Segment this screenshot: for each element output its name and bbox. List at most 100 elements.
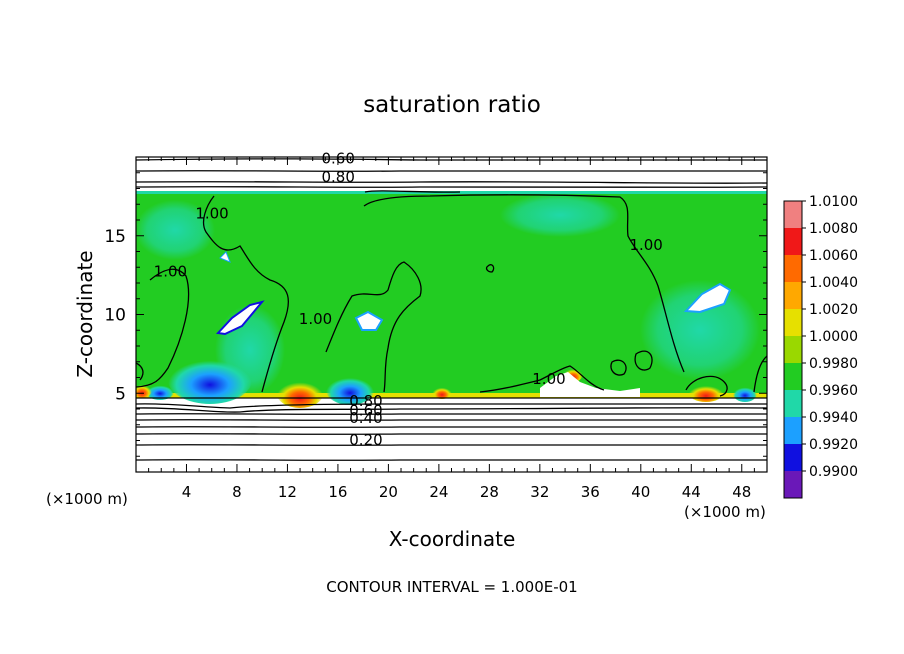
clear-air-patch [354,310,384,331]
x-unit-left: (×1000 m) [46,490,128,508]
colorbar-label: 1.0000 [809,329,858,345]
contour-line [136,396,767,399]
colorbar-label: 1.0040 [809,275,858,291]
contour-interval-note: CONTOUR INTERVAL = 1.000E-01 [326,578,577,596]
dry-region [168,356,252,404]
contour-line [136,170,767,172]
contour-line [136,443,767,446]
contour-line [363,194,685,373]
contour-line [136,268,190,388]
x-tick-label: 40 [631,483,650,501]
y-tick-label: 10 [104,306,126,326]
supersaturated-region [688,382,724,402]
y-tick-label: 5 [115,384,126,404]
colorbar-swatch [784,471,802,498]
moist-patch [136,200,215,260]
colorbar-label: 1.0060 [809,248,858,264]
contour-label: 0.40 [349,409,382,427]
x-axis-label: X-coordinate [389,527,516,551]
colorbar-label: 1.0080 [809,221,858,237]
contour-label: 1.00 [195,204,228,222]
contour-line [136,362,144,381]
y-axis-label: Z-coordinate [73,250,97,377]
cloud-base-edge [136,393,767,398]
contour-line [364,190,461,193]
x-tick-label: 20 [379,483,398,501]
contour-line [485,264,495,273]
colorbar-label: 0.9920 [809,437,858,453]
x-tick-label: 28 [480,483,499,501]
contour-line [202,195,290,393]
field-layer [136,191,767,408]
x-tick-label: 24 [429,483,448,501]
supersaturated-region [136,382,152,398]
chart-title: saturation ratio [363,92,541,118]
colorbar-label: 1.0100 [809,194,858,210]
contour-line [610,359,627,376]
contour-line [136,458,767,461]
contour-line [136,418,767,421]
colorbar-swatch [784,309,802,336]
x-tick-label: 44 [682,483,701,501]
x-tick-label: 32 [530,483,549,501]
colorbar-label: 0.9900 [809,464,858,480]
contour-line [325,261,422,393]
colorbar-label: 0.9960 [809,383,858,399]
contour-line [136,432,767,435]
y-tick-label: 15 [104,227,126,247]
colorbar-label: 1.0020 [809,302,858,318]
contour-line [136,412,767,415]
contour-label: 1.00 [532,370,565,388]
contour-line [479,365,605,393]
x-tick-label: 16 [328,483,347,501]
contour-label: 0.20 [349,431,382,449]
contour-line [136,158,767,161]
x-tick-label: 8 [232,483,242,501]
contour-line [136,181,767,184]
colorbar-swatch [784,255,802,282]
contour-line [136,403,767,409]
contour-lines [136,158,767,461]
colorbar: 1.0100 1.0080 1.0060 1.0040 1.0020 1.0000 0.99… [783,194,858,499]
colorbar-swatch [784,336,802,363]
colorbar-swatch [784,363,802,390]
supersaturated-region [276,376,324,408]
colorbar-swatch [784,390,802,417]
contour-label: 1.00 [154,263,187,281]
clear-air-patch [540,372,640,397]
contour-label: 0.80 [349,392,382,410]
contour-labels: 0.600.801.001.001.001.001.000.800.600.40… [154,149,663,449]
colorbar-label: 0.9940 [809,410,858,426]
contour-line [634,350,653,371]
x-tick-label: 36 [581,483,600,501]
colorbar-label: 0.9980 [809,356,858,372]
dry-region [146,384,174,400]
x-axis: 4 8 12 16 20 24 28 32 36 40 44 48 [148,157,755,501]
clear-air-patch [219,251,231,263]
moist-patch [500,193,620,237]
colorbar-swatch [784,444,802,471]
dry-region [733,386,757,402]
supersaturated-region [432,385,452,399]
colorbar-frame [783,200,803,499]
colorbar-swatch [784,228,802,255]
colorbar-swatch [784,282,802,309]
contour-label: 0.80 [322,168,355,186]
contour-label: 1.00 [299,310,332,328]
moist-patch [640,280,760,380]
x-tick-label: 48 [732,483,751,501]
contour-line [136,407,767,413]
x-tick-label: 4 [182,483,192,501]
y-axis: 5 10 15 [104,172,767,457]
contour-line [685,375,728,397]
clear-air-patch [683,282,732,314]
contour-line [136,186,767,188]
x-unit-right: (×1000 m) [684,503,766,521]
x-tick-label: 12 [278,483,297,501]
colorbar-swatch [784,417,802,444]
contour-label: 1.00 [629,236,662,254]
contour-line [753,355,767,393]
clear-air-patch [215,300,265,336]
colorbar-swatch [784,201,802,228]
